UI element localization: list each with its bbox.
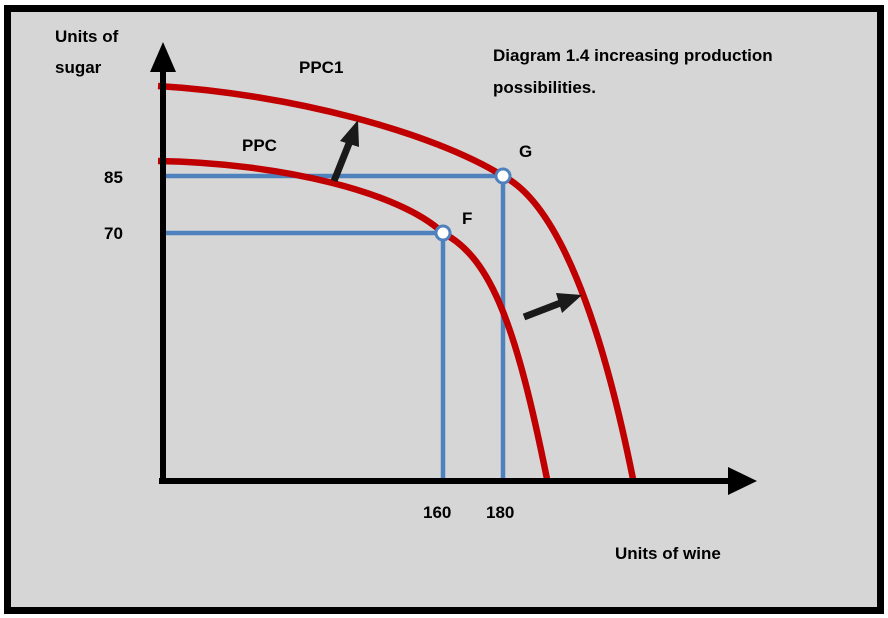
point-g-marker <box>494 167 512 185</box>
point-g-label: G <box>519 142 533 161</box>
y-tick-85: 85 <box>104 168 123 187</box>
chart-title-line2: possibilities. <box>493 78 596 97</box>
y-axis-title: Units of sugar <box>55 27 118 78</box>
y-axis-title-line2: sugar <box>55 58 102 77</box>
ppc1-curve <box>157 82 637 480</box>
chart-title-line1: Diagram 1.4 increasing production <box>493 46 773 65</box>
y-tick-70: 70 <box>104 224 123 243</box>
ppc-curve <box>157 157 551 480</box>
ppc-curve-label: PPC <box>242 136 277 155</box>
shift-arrow-lower-shaft <box>522 298 565 321</box>
ppc1-curve-label: PPC1 <box>299 58 344 77</box>
y-axis-title-line1: Units of <box>55 27 119 46</box>
x-axis-arrowhead-icon <box>728 467 757 495</box>
shift-arrow-upper-head-icon <box>340 120 359 147</box>
x-tick-180: 180 <box>486 503 515 522</box>
point-f-marker <box>434 224 452 242</box>
shift-arrow-lower-head-icon <box>556 293 582 313</box>
point-f-label: F <box>462 209 473 228</box>
y-axis-arrowhead-icon <box>150 42 176 72</box>
shift-arrow-upper-shaft <box>330 139 354 183</box>
chart-title: Diagram 1.4 increasing production possib… <box>493 46 773 98</box>
x-tick-160: 160 <box>423 503 452 522</box>
x-axis-title: Units of wine <box>615 544 721 563</box>
